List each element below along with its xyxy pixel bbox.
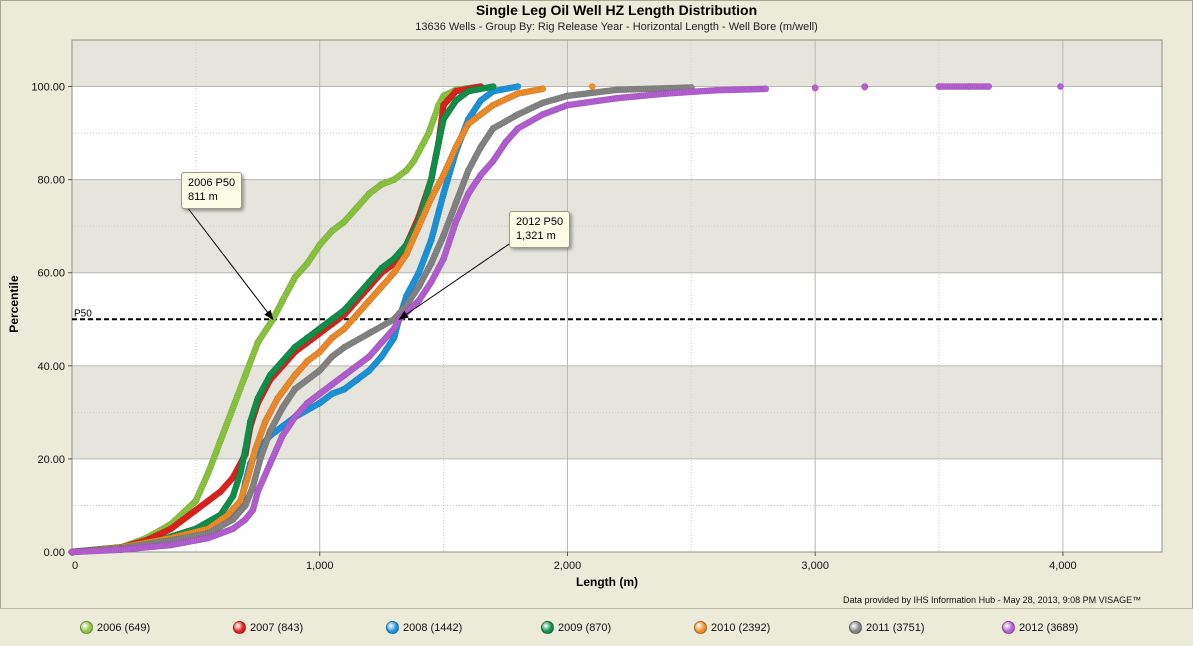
legend-label-2006: 2006 (649): [97, 622, 151, 634]
y-axis-title: Percentile: [7, 275, 21, 333]
plot-border: [71, 39, 1163, 553]
legend: 2006 (649) 2007 (843) 2008 (1442) 2009 (…: [0, 608, 1193, 646]
legend-item-2007[interactable]: 2007 (843): [233, 621, 303, 635]
axis-labels: 0.00 20.00 40.00 60.00 80.00 100.00 0 1,000 2,00…: [7, 82, 1077, 589]
plot-band: [72, 179, 1162, 273]
legend-swatch-2006: [80, 621, 93, 634]
series-point: [588, 83, 596, 90]
series-point: [514, 83, 522, 90]
series-point: [762, 85, 770, 93]
legend-item-2012[interactable]: 2012 (3689): [1002, 621, 1078, 635]
series-point: [861, 83, 869, 91]
legend-label-2011: 2011 (3751): [866, 622, 925, 634]
chart-svg: P50 0.00 20.00 40.00 60.00 80.00 100.00 0 1,000…: [7, 39, 1163, 589]
legend-item-2011[interactable]: 2011 (3751): [849, 621, 925, 635]
legend-label-2007: 2007 (843): [250, 622, 304, 634]
legend-label-2010: 2010 (2392): [711, 622, 771, 634]
callout-2012-line2: 1,321 m: [516, 230, 556, 242]
x-tick-label: 0: [72, 560, 78, 572]
legend-item-2010[interactable]: 2010 (2392): [694, 621, 770, 635]
callout-2012-line1: 2012 P50: [516, 216, 564, 228]
legend-label-2008: 2008 (1442): [403, 622, 463, 634]
chart-subtitle: 13636 Wells - Group By: Rig Release Year…: [415, 21, 818, 33]
data-series: [68, 83, 1064, 556]
callout-arrows: [186, 206, 516, 321]
axes: [68, 39, 1163, 556]
x-tick-label: 1,000: [306, 560, 334, 572]
x-tick-label: 2,000: [554, 560, 582, 572]
x-axis-title: Length (m): [576, 575, 638, 589]
legend-item-2008[interactable]: 2008 (1442): [386, 621, 462, 635]
x-tick-label: 4,000: [1049, 560, 1077, 572]
legend-swatch-2010: [694, 621, 707, 634]
legend-item-2009[interactable]: 2009 (870): [541, 621, 611, 635]
series-point: [1057, 83, 1064, 90]
p50-reference-line: P50: [72, 308, 1162, 321]
chart-title: Single Leg Oil Well HZ Length Distributi…: [475, 2, 758, 18]
y-tick-label: 0.00: [44, 547, 65, 559]
plot-band: [72, 365, 1162, 459]
p50-label: P50: [74, 308, 92, 319]
callout-2006-p50: 2006 P50 811 m: [181, 172, 243, 209]
data-credit: Data provided by IHS Information Hub - M…: [843, 595, 1142, 605]
callout-2006-line1: 2006 P50: [188, 177, 236, 189]
y-tick-label: 80.00: [37, 175, 65, 187]
callout-arrow-2012: [398, 239, 516, 320]
callout-2006-line2: 811 m: [188, 191, 218, 203]
series-point: [539, 85, 547, 93]
legend-swatch-2008: [386, 621, 399, 634]
y-tick-label: 40.00: [37, 361, 65, 373]
plot-band: [72, 40, 1162, 87]
legend-swatch-2012: [1002, 621, 1015, 634]
y-tick-label: 20.00: [37, 454, 65, 466]
series-point: [489, 83, 497, 90]
legend-swatch-2011: [849, 621, 862, 634]
legend-item-2006[interactable]: 2006 (649): [80, 621, 150, 635]
legend-label-2009: 2009 (870): [558, 622, 612, 634]
y-tick-label: 60.00: [37, 268, 65, 280]
legend-swatch-2007: [233, 621, 246, 634]
legend-swatch-2009: [541, 621, 554, 634]
series-point: [811, 84, 819, 92]
series-2012: [68, 83, 1064, 556]
x-tick-label: 3,000: [801, 560, 829, 572]
callout-arrow-2006: [186, 206, 274, 321]
legend-label-2012: 2012 (3689): [1019, 622, 1079, 634]
callout-2012-p50: 2012 P50 1,321 m: [509, 211, 571, 248]
series-point: [985, 83, 992, 90]
y-tick-label: 100.00: [31, 82, 65, 94]
